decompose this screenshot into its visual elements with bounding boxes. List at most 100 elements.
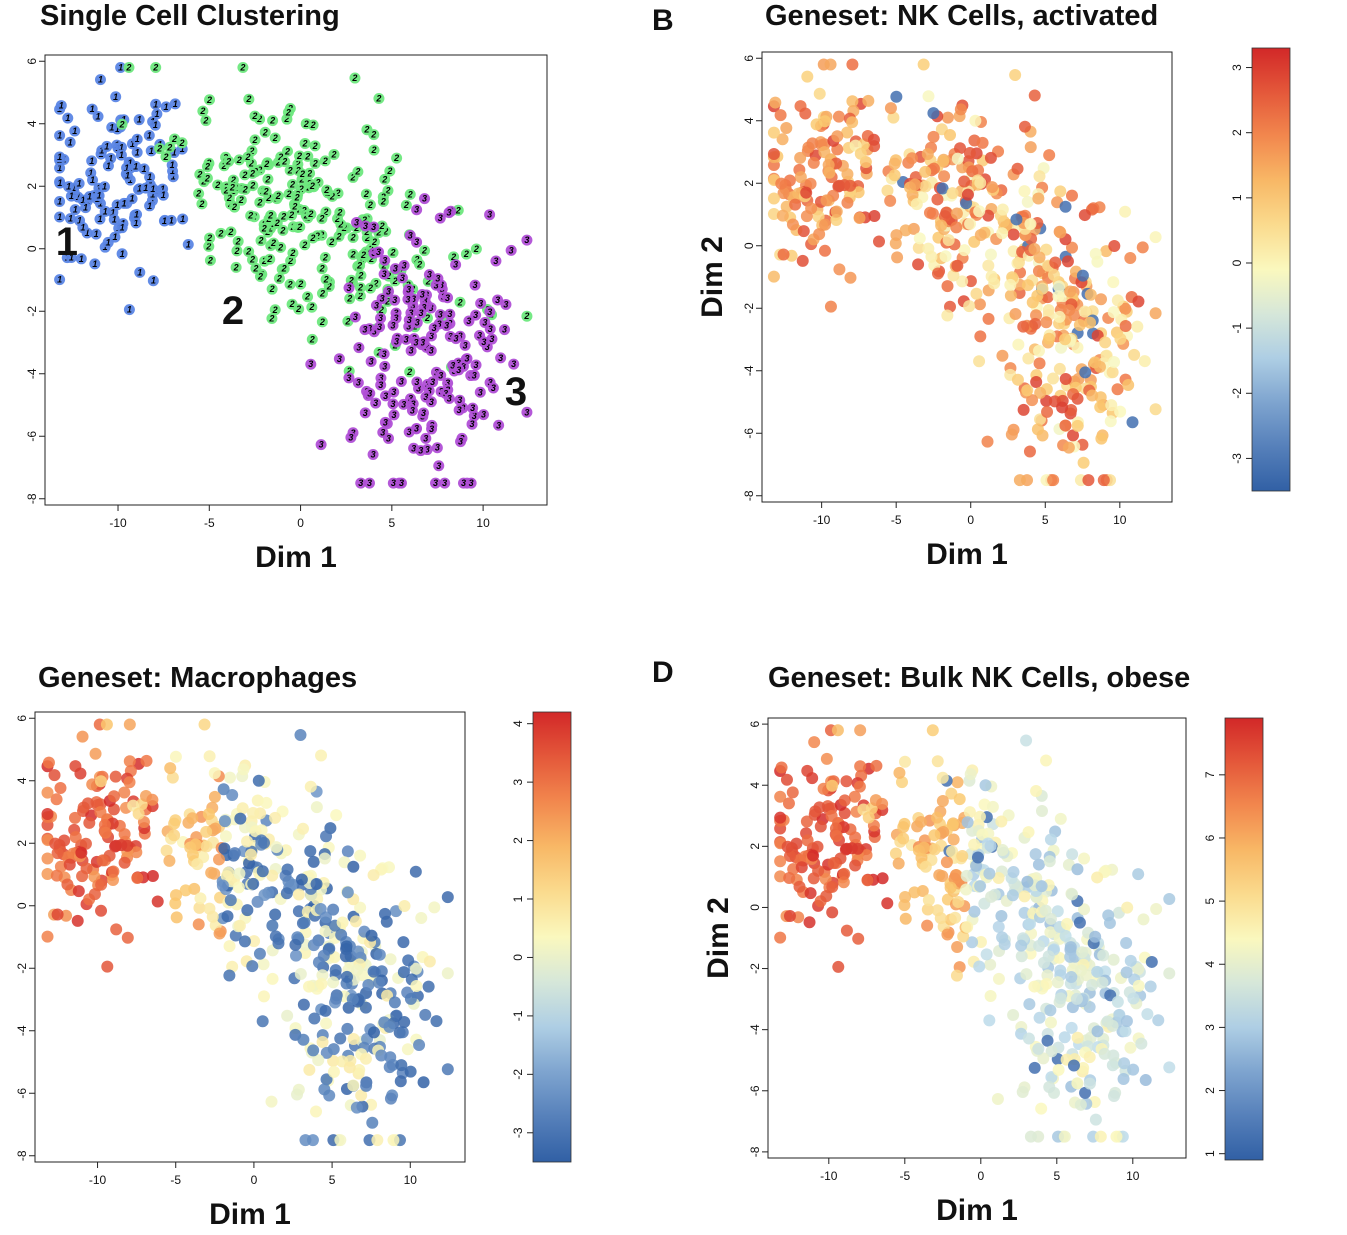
- cluster-1-point: 1: [65, 252, 77, 264]
- scatter-point: [884, 102, 897, 115]
- scatter-point: [100, 718, 113, 731]
- cluster-1-point: 1: [106, 121, 118, 133]
- svg-text:3: 3: [435, 274, 440, 284]
- x-tick-label: -5: [899, 1169, 910, 1183]
- svg-text:2: 2: [225, 156, 231, 166]
- scatter-point: [905, 152, 918, 165]
- svg-text:1: 1: [99, 146, 104, 156]
- cluster-2-point: 2: [334, 206, 346, 218]
- scatter-point: [783, 849, 796, 862]
- cluster-3-point: 3: [359, 324, 371, 336]
- cluster-2-point: 2: [266, 312, 278, 324]
- x-tick-label: -5: [170, 1173, 181, 1187]
- svg-text:2: 2: [166, 142, 172, 152]
- svg-text:3: 3: [461, 361, 466, 371]
- svg-text:3: 3: [447, 208, 452, 218]
- svg-text:1: 1: [106, 161, 111, 171]
- cluster-3-point: 3: [415, 445, 427, 457]
- cluster-3-point: 3: [345, 431, 357, 443]
- scatter-point: [213, 853, 226, 866]
- scatter-point: [163, 854, 176, 867]
- scatter-point: [794, 151, 807, 164]
- cluster-3-point: 3: [439, 477, 451, 489]
- svg-text:3: 3: [401, 399, 406, 409]
- svg-text:3: 3: [411, 294, 416, 304]
- scatter-point: [1054, 992, 1067, 1005]
- svg-text:3: 3: [378, 380, 383, 390]
- scatter-point: [63, 858, 76, 871]
- svg-text:3: 3: [394, 337, 399, 347]
- scatter-point: [1065, 1021, 1078, 1034]
- svg-text:3: 3: [477, 330, 482, 340]
- scatter-point: [1059, 333, 1072, 346]
- scatter-point: [892, 857, 905, 870]
- scatter-point: [853, 211, 866, 224]
- svg-text:3: 3: [423, 433, 428, 443]
- cluster-1-point: 1: [108, 214, 120, 226]
- scatter-point: [81, 797, 94, 810]
- scatter-point: [95, 878, 108, 891]
- svg-text:3: 3: [470, 403, 475, 413]
- svg-text:2: 2: [382, 226, 388, 236]
- cluster-3-point: 3: [415, 307, 427, 319]
- scatter-point: [1034, 386, 1047, 399]
- svg-text:1: 1: [164, 102, 169, 112]
- svg-text:1: 1: [137, 115, 142, 125]
- scatter-point: [1013, 474, 1026, 487]
- svg-text:1: 1: [72, 126, 77, 136]
- cluster-2-point: 2: [258, 222, 270, 234]
- scatter-point: [1012, 338, 1025, 351]
- svg-text:1: 1: [57, 196, 62, 206]
- cluster-3-point: 3: [430, 477, 442, 489]
- svg-text:3: 3: [416, 384, 421, 394]
- scatter-point: [233, 867, 246, 880]
- svg-text:2: 2: [360, 250, 366, 260]
- scatter-point: [383, 1061, 396, 1074]
- scatter-point: [931, 193, 944, 206]
- scatter-point: [921, 919, 934, 932]
- scatter-point: [123, 718, 136, 731]
- svg-text:3: 3: [392, 410, 397, 420]
- cluster-2-point: 2: [197, 105, 209, 117]
- scatter-point: [1128, 348, 1141, 361]
- scatter-point: [974, 936, 987, 949]
- svg-text:3: 3: [482, 317, 487, 327]
- cluster-2-point: 2: [261, 158, 273, 170]
- scatter-point: [1028, 89, 1041, 102]
- cluster-3-point: 3: [453, 364, 465, 376]
- svg-text:3: 3: [463, 340, 468, 350]
- scatter-point: [232, 881, 245, 894]
- svg-text:1: 1: [135, 134, 140, 144]
- scatter-point: [1118, 1057, 1131, 1070]
- scatter-point: [164, 762, 177, 775]
- scatter-point: [979, 779, 992, 792]
- scatter-point: [1117, 1072, 1130, 1085]
- scatter-point: [897, 832, 910, 845]
- svg-text:2: 2: [241, 170, 247, 180]
- scatter-point: [410, 979, 423, 992]
- x-tick-label: -10: [109, 516, 127, 530]
- cluster-3-point: 3: [505, 244, 517, 256]
- scatter-point: [229, 929, 242, 942]
- svg-text:3: 3: [488, 324, 493, 334]
- scatter-point: [246, 960, 259, 973]
- scatter-point: [1012, 256, 1025, 269]
- cluster-3-point: 3: [467, 402, 479, 414]
- svg-text:2: 2: [390, 248, 396, 258]
- scatter-point: [234, 812, 247, 825]
- y-tick-label: 6: [748, 720, 762, 727]
- scatter-point: [862, 811, 875, 824]
- svg-text:1: 1: [108, 153, 113, 163]
- scatter-point: [123, 776, 136, 789]
- scatter-point: [1067, 1059, 1080, 1072]
- svg-text:3: 3: [392, 295, 397, 305]
- svg-text:2: 2: [393, 153, 399, 163]
- scatter-point: [402, 954, 415, 967]
- cluster-2-point: 2: [328, 148, 340, 160]
- svg-text:2: 2: [247, 211, 253, 221]
- scatter-point: [1145, 955, 1158, 968]
- scatter-point: [1047, 474, 1060, 487]
- svg-text:2: 2: [261, 256, 267, 266]
- scatter-point: [1079, 1086, 1092, 1099]
- scatter-point: [383, 1020, 396, 1033]
